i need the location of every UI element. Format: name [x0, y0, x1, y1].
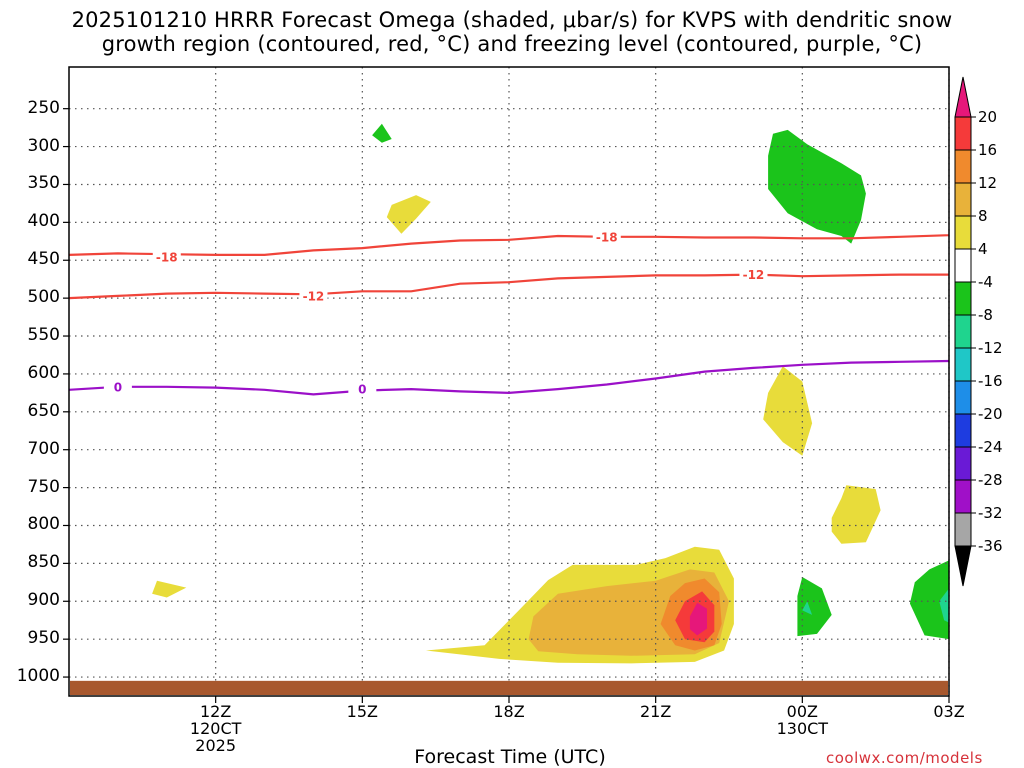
terrain-block	[70, 680, 948, 695]
colorbar-swatch	[954, 446, 972, 481]
contour-line--18	[69, 234, 949, 256]
colorbar-label: -24	[978, 438, 1003, 456]
colorbar	[954, 76, 976, 587]
colorbar-swatch	[954, 182, 972, 217]
x-tick-label: 03Z	[889, 703, 1009, 720]
y-tick-label: 250	[27, 97, 60, 118]
x-tick-label-line: 15Z	[346, 702, 378, 721]
contour-label--18: -18	[156, 251, 178, 265]
omega-region--20	[689, 602, 707, 636]
colorbar-swatch	[954, 116, 972, 151]
colorbar-swatch	[954, 512, 972, 547]
colorbar-swatch-top-arrow	[954, 76, 972, 118]
x-tick-label: 12Z 120CT 2025	[156, 703, 276, 754]
colorbar-swatch	[954, 215, 972, 250]
y-tick-label: 900	[27, 590, 60, 611]
credit-link[interactable]: coolwx.com/models	[826, 749, 983, 767]
x-tick-label-line: 03Z	[933, 702, 965, 721]
omega-region-4-to-8	[763, 366, 813, 456]
omega-region--8-to--12	[939, 588, 949, 623]
y-tick-label: 500	[27, 287, 60, 308]
contour-label--12: -12	[303, 289, 325, 303]
contour-label-bg-0	[348, 381, 377, 397]
omega-region--8-to--12	[802, 601, 813, 615]
colorbar-swatch	[954, 380, 972, 415]
y-tick-label: 1000	[16, 666, 60, 687]
x-tick-label-line: 12Z	[199, 702, 232, 721]
x-tick-label-line: 120CT	[189, 719, 242, 738]
y-tick-label: 650	[27, 400, 60, 421]
colorbar-label: -20	[978, 405, 1003, 423]
x-tick-label-line: 130CT	[776, 719, 829, 738]
contour-label-0: 0	[358, 383, 366, 397]
omega-region--4-to--8	[797, 577, 832, 637]
chart-title-line-1: 2025101210 HRRR Forecast Omega (shaded, …	[71, 8, 953, 32]
x-tick-label-line: 18Z	[493, 702, 525, 721]
y-tick-label: 800	[27, 514, 60, 535]
contour-label-0: 0	[114, 380, 122, 394]
colorbar-label: 4	[978, 240, 988, 258]
colorbar-swatch	[954, 314, 972, 349]
x-tick-label: 21Z	[596, 703, 716, 720]
colorbar-label: -32	[978, 504, 1003, 522]
y-tick-label: 950	[27, 628, 60, 649]
x-tick-label: 18Z	[449, 703, 569, 720]
colorbar-swatch	[954, 479, 972, 514]
omega-region-4-to-8	[831, 485, 881, 544]
y-tick-label: 600	[27, 362, 60, 383]
colorbar-swatch	[954, 413, 972, 448]
colorbar-label: 20	[978, 108, 998, 126]
omega-region--4-to--8	[909, 560, 949, 640]
contour-label-bg--18	[592, 228, 621, 244]
x-tick-label: 15Z	[302, 703, 422, 720]
chart-title-line-2: growth region (contoured, red, °C) and f…	[101, 32, 923, 56]
colorbar-swatch	[954, 347, 972, 382]
y-tick-label: 350	[27, 173, 60, 194]
x-tick-label-line: 00Z	[786, 702, 818, 721]
y-tick-label: 700	[27, 438, 60, 459]
colorbar-label: 12	[978, 174, 998, 192]
colorbar-swatch-bottom-arrow	[954, 545, 972, 587]
omega-region-4-to-8	[152, 580, 187, 598]
contour-label-bg--12	[739, 266, 768, 282]
x-tick-label-line: 2025	[195, 736, 237, 755]
colorbar-label: 16	[978, 141, 998, 159]
contour-label-bg-0	[103, 378, 132, 394]
colorbar-label: -4	[978, 273, 993, 291]
colorbar-swatch	[954, 248, 972, 283]
x-tick-label: 00Z 130CT	[742, 703, 862, 737]
colorbar-swatch	[954, 149, 972, 184]
omega-region--4-to--8	[372, 123, 392, 143]
y-tick-label: 550	[27, 325, 60, 346]
omega-region--4-to--8	[768, 129, 866, 244]
y-tick-label: 750	[27, 476, 60, 497]
colorbar-label: -16	[978, 372, 1003, 390]
omega-region-4-to-8	[386, 195, 431, 234]
contour-label-bg--18	[152, 249, 181, 265]
y-tick-label: 850	[27, 552, 60, 573]
contour-label--18: -18	[596, 230, 618, 244]
colorbar-label: 8	[978, 207, 988, 225]
contour-line-0	[69, 359, 949, 396]
colorbar-label: -28	[978, 471, 1003, 489]
contour-line--12	[69, 273, 949, 300]
y-tick-label: 450	[27, 249, 60, 270]
colorbar-swatch	[954, 281, 972, 316]
contour-label--12: -12	[743, 268, 765, 282]
contour-label-bg--12	[299, 287, 328, 303]
colorbar-label: -36	[978, 537, 1003, 555]
colorbar-label: -8	[978, 306, 993, 324]
omega-shading	[152, 123, 949, 664]
y-tick-label: 400	[27, 211, 60, 232]
y-tick-label: 300	[27, 135, 60, 156]
x-axis-title: Forecast Time (UTC)	[414, 746, 606, 768]
colorbar-label: -12	[978, 339, 1003, 357]
x-tick-label-line: 21Z	[639, 702, 672, 721]
